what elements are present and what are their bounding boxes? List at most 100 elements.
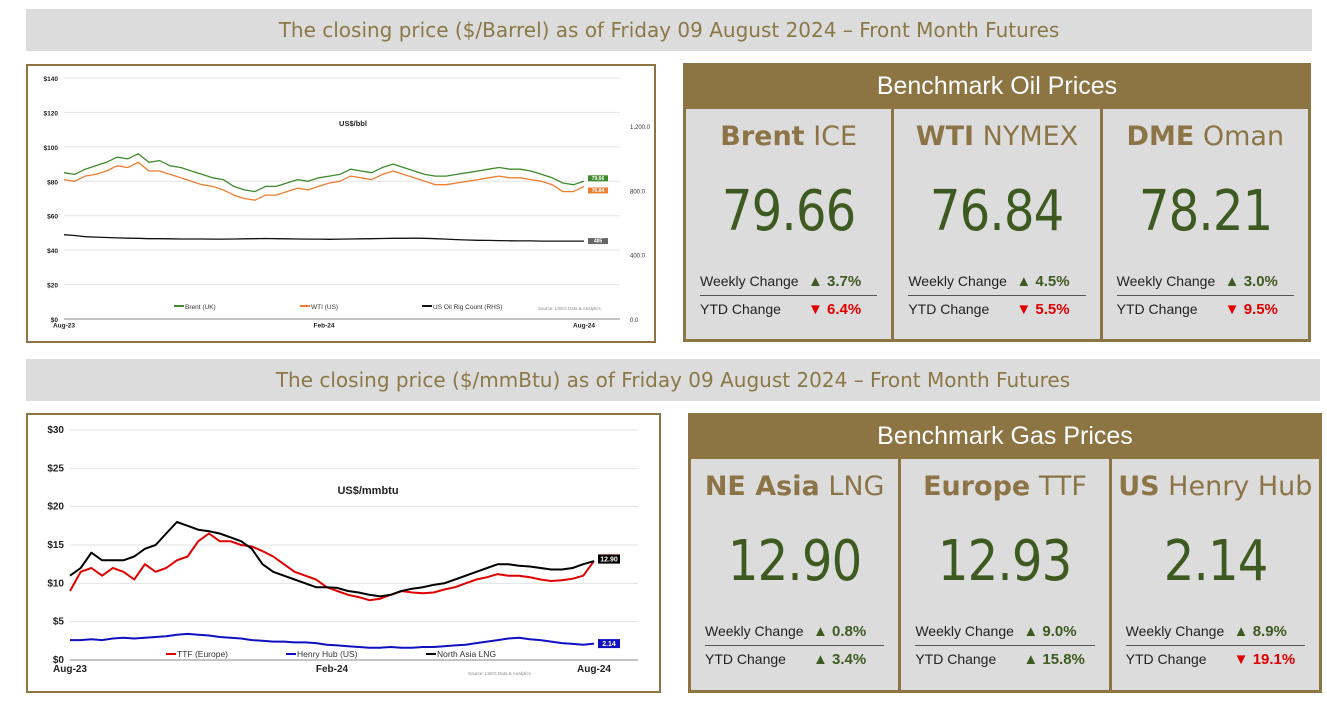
chart-source: Source: LSEG Data & Analytics [538,306,602,311]
y2-tick-label: 1,200.0 [630,125,651,131]
gas-card: NE Asia LNG 12.90 Weekly Change ▲ 0.8% YTD C… [691,459,899,690]
gas-chart-svg: $0 $5 $10 $15 $20 $25 $30 Aug-23 Feb-24 Aug-24 US$… [47,425,638,676]
down-arrow-icon: ▼ [1224,301,1240,318]
gas-panel-title: Benchmark Gas Prices [688,413,1322,459]
up-arrow-icon: ▲ [808,273,823,290]
card-title: DME Oman [1103,121,1308,152]
up-arrow-icon: ▲ [1023,651,1039,668]
ytd-change-number: 19.1% [1252,651,1296,668]
oil-banner: The closing price ($/Barrel) as of Frida… [26,9,1312,51]
card-name-bold: WTI [915,121,975,152]
series-end-label-box [598,554,620,564]
weekly-change-number: 4.5% [1035,273,1070,290]
legend-label: Henry Hub (US) [297,649,358,659]
gas-card: US Henry Hub 2.14 Weekly Change ▲ 8.9% YTD C… [1111,459,1319,690]
weekly-change-label: Weekly Change [1116,273,1216,289]
card-price: 2.14 [1163,529,1268,594]
up-arrow-icon: ▲ [1224,273,1240,290]
y-tick-label: $80 [47,179,58,186]
down-arrow-icon: ▼ [1233,651,1249,668]
oil-panel: Benchmark Oil Prices Brent ICE 79.66 Weekl… [683,63,1311,342]
card-title: US Henry Hub [1112,471,1319,502]
chart-title: US$/bbl [339,119,367,128]
weekly-change-row: Weekly Change ▲ 8.9% [1125,623,1305,646]
weekly-change-number: 9.0% [1042,623,1077,640]
ytd-change-value: ▼ 9.5% [1225,301,1278,318]
weekly-change-value: ▲ 8.9% [1234,623,1287,640]
series-end-label: 12.90 [600,556,618,563]
ytd-change-label: YTD Change [1116,301,1198,317]
card-title: Brent ICE [686,121,891,152]
oil-chart: $0 $20 $40 $60 $80 $100 $120 $140 0.0 400.0 800.0 1… [26,64,656,343]
ytd-change-row: YTD Change ▼ 6.4% [700,301,877,318]
up-arrow-icon: ▲ [813,651,828,668]
ytd-change-value: ▼ 19.1% [1234,651,1296,668]
gas-chart: $0 $5 $10 $15 $20 $25 $30 Aug-23 Feb-24 Aug-24 US$… [26,413,661,693]
weekly-change-row: Weekly Change ▲ 3.7% [700,273,878,296]
ytd-change-row: YTD Change ▼ 19.1% [1126,651,1305,668]
y2-tick-label: 800.0 [630,189,646,195]
ytd-change-label: YTD Change [700,301,781,317]
series-end-label: 2.14 [602,641,616,648]
weekly-change-value: ▲ 3.7% [808,273,861,290]
y-tick-label: $20 [47,502,64,513]
y-tick-label: $30 [47,425,64,436]
ytd-change-value: ▲ 3.4% [813,651,866,668]
legend-label: US Oil Rig Count (RHS) [433,304,502,311]
chart-source: Source: LSEG Data & Analytics [468,671,532,676]
card-price: 76.84 [930,179,1064,244]
weekly-change-value: ▲ 3.0% [1225,273,1278,290]
weekly-change-label: Weekly Change [705,623,804,639]
oil-card: DME Oman 78.21 Weekly Change ▲ 3.0% YTD Chan… [1102,109,1308,339]
y-tick-label: $0 [51,317,59,324]
weekly-change-number: 8.9% [1252,623,1287,640]
weekly-change-row: Weekly Change ▲ 9.0% [915,623,1095,646]
card-name-rest: Henry Hub [1168,471,1313,502]
series-end-label-box [588,187,608,194]
ytd-change-label: YTD Change [915,651,997,667]
legend-label: TTF (Europe) [177,649,228,659]
weekly-change-label: Weekly Change [908,273,1007,289]
ytd-change-value: ▲ 15.8% [1023,651,1085,668]
gas-banner: The closing price ($/mmBtu) as of Friday… [26,359,1320,401]
ytd-change-row: YTD Change ▼ 9.5% [1117,301,1294,318]
x-tick-label: Aug-24 [577,664,611,675]
card-title: NE Asia LNG [691,471,898,502]
y2-tick-label: 400.0 [630,254,646,260]
ytd-change-label: YTD Change [705,651,786,667]
card-name-bold: Europe [923,471,1031,502]
gas-panel: Benchmark Gas Prices NE Asia LNG 12.90 Wee… [688,413,1322,693]
y-tick-label: $20 [47,283,58,290]
y-tick-label: $40 [47,248,58,255]
y-tick-label: $100 [44,145,59,152]
card-name-rest: NYMEX [982,121,1079,152]
up-arrow-icon: ▲ [813,623,828,640]
gas-cards: NE Asia LNG 12.90 Weekly Change ▲ 0.8% YTD C… [688,459,1322,693]
ytd-change-row: YTD Change ▲ 15.8% [915,651,1094,668]
ytd-change-value: ▼ 5.5% [1016,301,1069,318]
card-name-rest: TTF [1038,471,1087,502]
x-tick-label: Feb-24 [316,664,349,675]
series-line [69,532,595,602]
up-arrow-icon: ▲ [1233,623,1249,640]
card-name-bold: NE Asia [704,471,820,502]
y-tick-label: $25 [47,463,64,474]
down-arrow-icon: ▼ [808,301,823,318]
y-tick-label: $5 [53,617,65,628]
weekly-change-number: 0.8% [832,623,867,640]
card-name-bold: DME [1126,121,1195,152]
ytd-change-row: YTD Change ▼ 5.5% [908,301,1085,318]
weekly-change-label: Weekly Change [915,623,1014,639]
y-tick-label: $120 [44,110,59,117]
legend-label: North Asia LNG [437,649,496,659]
series-end-label-box [588,238,608,245]
weekly-change-row: Weekly Change ▲ 4.5% [908,273,1086,296]
weekly-change-label: Weekly Change [700,273,799,289]
series-line [63,234,584,242]
card-title: WTI NYMEX [894,121,1099,152]
series-end-label: 76.84 [592,188,605,194]
card-title: Europe TTF [901,471,1108,502]
weekly-change-label: Weekly Change [1125,623,1225,639]
card-price: 12.93 [938,529,1072,594]
oil-chart-svg: $0 $20 $40 $60 $80 $100 $120 $140 0.0 400.0 800.0 1… [44,76,651,330]
